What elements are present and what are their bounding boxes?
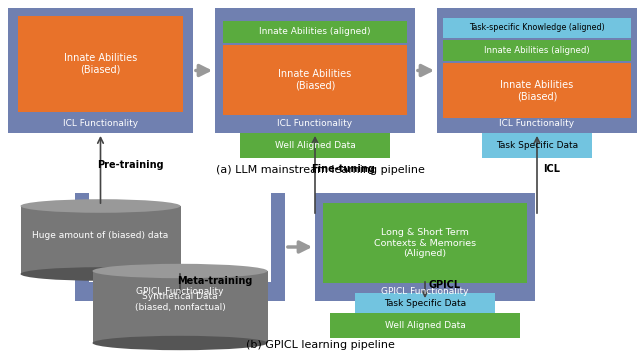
Text: Task Specific Data: Task Specific Data <box>384 299 466 308</box>
Bar <box>75 193 89 301</box>
Text: Synthetical Data
(biased, nonfactual): Synthetical Data (biased, nonfactual) <box>134 292 225 312</box>
Ellipse shape <box>93 336 268 350</box>
Bar <box>271 193 285 301</box>
Text: (b) GPICL learning pipeline: (b) GPICL learning pipeline <box>246 340 394 350</box>
Text: Innate Abilities (aligned): Innate Abilities (aligned) <box>484 46 590 55</box>
Text: Innate Abilities
(Biased): Innate Abilities (Biased) <box>500 80 573 101</box>
Bar <box>443 63 631 118</box>
Bar <box>223 45 407 115</box>
Bar <box>18 16 183 112</box>
Text: GPICL: GPICL <box>429 280 461 290</box>
Bar <box>240 133 390 158</box>
Bar <box>437 8 637 133</box>
Text: (a) LLM mainstream learning pipeline: (a) LLM mainstream learning pipeline <box>216 165 424 175</box>
Bar <box>215 8 415 133</box>
Text: Innate Abilities
(Biased): Innate Abilities (Biased) <box>64 53 137 75</box>
Bar <box>355 293 495 313</box>
Bar <box>315 193 535 301</box>
Text: ICL Functionality: ICL Functionality <box>63 118 138 127</box>
Bar <box>20 206 180 274</box>
Ellipse shape <box>93 264 268 278</box>
Ellipse shape <box>20 267 180 281</box>
Text: Long & Short Term
Contexts & Memories
(Aligned): Long & Short Term Contexts & Memories (A… <box>374 228 476 258</box>
Text: Meta-training: Meta-training <box>177 276 253 286</box>
Bar <box>93 271 268 343</box>
Ellipse shape <box>20 199 180 213</box>
Text: ICL: ICL <box>543 165 561 174</box>
Text: GPICL Functionality: GPICL Functionality <box>136 287 224 296</box>
Text: Well Aligned Data: Well Aligned Data <box>385 321 465 330</box>
Text: Pre-training: Pre-training <box>97 160 164 170</box>
Bar <box>323 203 527 283</box>
Bar <box>8 8 193 133</box>
Text: ICL Functionality: ICL Functionality <box>277 118 353 127</box>
Text: GPICL Functionality: GPICL Functionality <box>381 287 468 296</box>
Text: Fine-tuning: Fine-tuning <box>311 165 375 174</box>
Bar <box>443 40 631 61</box>
Text: Task Specific Data: Task Specific Data <box>496 141 578 150</box>
Bar <box>482 133 592 158</box>
Text: ICL Functionality: ICL Functionality <box>499 118 575 127</box>
Bar <box>223 21 407 43</box>
Bar <box>330 313 520 338</box>
Text: Innate Abilities (aligned): Innate Abilities (aligned) <box>259 27 371 36</box>
Bar <box>75 282 285 301</box>
Bar <box>443 18 631 38</box>
Text: Task-specific Knowledge (aligned): Task-specific Knowledge (aligned) <box>469 23 605 32</box>
Text: Innate Abilities
(Biased): Innate Abilities (Biased) <box>278 69 351 91</box>
Text: Huge amount of (biased) data: Huge amount of (biased) data <box>33 231 168 239</box>
Text: Well Aligned Data: Well Aligned Data <box>275 141 355 150</box>
